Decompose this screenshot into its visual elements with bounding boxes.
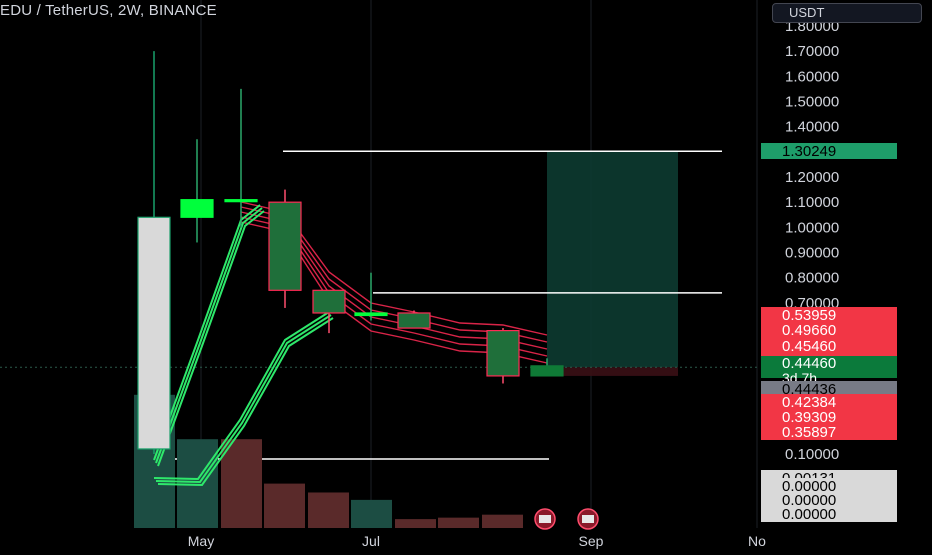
y-axis-tick-label: 0.80000 bbox=[785, 270, 839, 287]
price-label-text: 0.35897 bbox=[782, 424, 836, 441]
price-label: 0.00000 bbox=[761, 506, 897, 523]
y-axis-tick-label: 1.20000 bbox=[785, 169, 839, 186]
chart-title: EDU / TetherUS, 2W, BINANCE bbox=[0, 2, 217, 19]
price-label-bg bbox=[761, 424, 897, 440]
price-label-text: 0.00000 bbox=[782, 506, 836, 523]
x-axis-tick-label: Sep bbox=[579, 533, 604, 549]
price-label: 0.49660 bbox=[761, 322, 897, 339]
event-flag-icon bbox=[577, 508, 599, 530]
price-label-bg bbox=[761, 307, 897, 323]
price-label-text: 0.44436 bbox=[782, 381, 836, 398]
volume-bar bbox=[264, 483, 305, 528]
candle-body bbox=[397, 312, 431, 329]
volume-bar bbox=[438, 517, 479, 528]
price-label-bg bbox=[761, 394, 897, 410]
ribbon-line-green bbox=[153, 311, 330, 481]
candle-body bbox=[180, 199, 214, 218]
price-label-text: 0.44460 bbox=[782, 355, 836, 372]
candle-body bbox=[268, 201, 302, 291]
y-axis-tick-label: 1.00000 bbox=[785, 219, 839, 236]
ribbon-line-green bbox=[157, 210, 265, 467]
price-label-text: 0.45460 bbox=[782, 338, 836, 355]
volume-bar bbox=[482, 514, 523, 528]
price-label-bg bbox=[761, 506, 897, 522]
x-axis-tick-label: Jul bbox=[362, 533, 380, 549]
volume-bar bbox=[308, 492, 349, 528]
price-label-bg bbox=[761, 338, 897, 354]
price-label: 0.35897 bbox=[761, 424, 897, 441]
y-axis-tick-label: 1.10000 bbox=[785, 194, 839, 211]
price-label-bg bbox=[761, 322, 897, 338]
target-zone bbox=[547, 151, 678, 368]
candle-body bbox=[354, 312, 388, 317]
x-axis-tick-label: May bbox=[188, 533, 214, 549]
price-label: 1.30249 bbox=[761, 143, 897, 160]
price-label-text: 0.42384 bbox=[782, 394, 836, 411]
volume-bar bbox=[221, 439, 262, 528]
price-label-text: 0.49660 bbox=[782, 322, 836, 339]
price-label-text: 0.53959 bbox=[782, 307, 836, 324]
price-label: 0.45460 bbox=[761, 338, 897, 355]
event-flag-icon bbox=[534, 508, 556, 530]
price-label-bg bbox=[761, 381, 897, 397]
candle-body bbox=[137, 216, 171, 450]
price-label: 0.39309 bbox=[761, 409, 897, 426]
price-label-bg bbox=[761, 143, 897, 159]
price-label: 0.00000 bbox=[761, 478, 897, 495]
candle-body bbox=[486, 329, 520, 377]
price-label-text: 1.30249 bbox=[782, 143, 836, 160]
candle-body bbox=[312, 289, 346, 314]
price-label: 0.00000 bbox=[761, 492, 897, 509]
price-label: 0.42384 bbox=[761, 394, 897, 411]
y-axis-tick-label: 1.50000 bbox=[785, 93, 839, 110]
candle-body bbox=[530, 365, 564, 377]
price-label-bg bbox=[761, 356, 897, 378]
price-label-bg bbox=[761, 409, 897, 425]
price-label-text: 0.39309 bbox=[782, 409, 836, 426]
y-axis-tick-label: 1.60000 bbox=[785, 68, 839, 85]
ribbon-line-green bbox=[157, 317, 334, 487]
y-axis-tick-label: 0.90000 bbox=[785, 245, 839, 262]
volume-bar bbox=[395, 519, 436, 528]
price-label-bg bbox=[761, 478, 897, 494]
price-label: 0.44436 bbox=[761, 381, 897, 398]
y-axis-tick-label: 0.10000 bbox=[785, 446, 839, 463]
y-axis-tick-label: 1.70000 bbox=[785, 43, 839, 60]
ribbon-line-green bbox=[155, 207, 263, 464]
ribbon-line-green bbox=[155, 314, 332, 484]
ribbon-line-green bbox=[153, 204, 261, 461]
candle-body bbox=[224, 199, 258, 203]
price-label-text: 0.00000 bbox=[782, 492, 836, 509]
price-label: 0.53959 bbox=[761, 307, 897, 324]
volume-bar bbox=[351, 499, 392, 528]
x-axis-tick-label: No bbox=[748, 533, 766, 549]
y-axis-tick-label: 1.40000 bbox=[785, 119, 839, 136]
price-label-text: 0.00000 bbox=[782, 478, 836, 495]
price-label-bg bbox=[761, 492, 897, 508]
stop-zone bbox=[547, 367, 678, 376]
currency-selector-button[interactable]: USDT bbox=[772, 3, 922, 23]
